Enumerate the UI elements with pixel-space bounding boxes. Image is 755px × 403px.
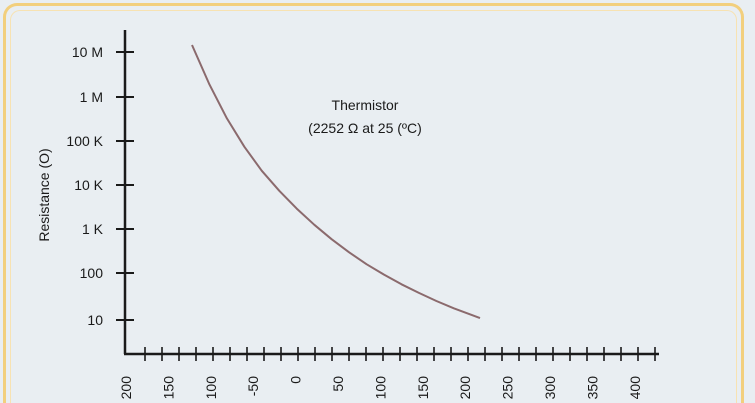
x-tick-label: 0 (288, 376, 304, 384)
x-tick-label: 400 (627, 376, 643, 400)
x-tick-label: 200 (457, 376, 473, 400)
y-tick-label: 10 (87, 312, 103, 328)
x-tick-label: 250 (500, 376, 516, 400)
x-tick-label: 100 (203, 376, 219, 400)
x-tick-label: 50 (330, 376, 346, 392)
y-tick-label: 10 M (72, 44, 103, 60)
chart-frame (3, 3, 744, 403)
y-axis-ticks: 10 M 1 M 100 K 10 K 1 K 100 10 (66, 44, 134, 328)
x-tick-label: 150 (415, 376, 431, 400)
x-tick-label: 300 (542, 376, 558, 400)
y-tick-label: 1 K (82, 221, 104, 237)
resistance-curve (191, 44, 481, 320)
y-tick-label: 10 K (74, 177, 103, 193)
x-tick-label: 150 (160, 376, 176, 400)
x-axis-ticks: 200 150 100 -50 0 50 100 150 200 250 300 350 400 (118, 347, 656, 400)
y-axis-label: Resistance (O) (36, 148, 52, 241)
chart-inner-border (10, 10, 737, 403)
y-tick-label: 100 K (66, 133, 103, 149)
x-tick-label: 350 (584, 376, 600, 400)
curve-annotation-title: Thermistor (332, 97, 399, 113)
curve-annotation-subtitle: (2252 Ω at 25 (ºC) (308, 120, 422, 136)
y-tick-label: 100 (80, 265, 104, 281)
x-tick-label: -50 (245, 376, 261, 396)
x-tick-label: 200 (118, 376, 134, 400)
y-tick-label: 1 M (80, 89, 103, 105)
x-tick-label: 100 (372, 376, 388, 400)
axes (123, 30, 659, 356)
